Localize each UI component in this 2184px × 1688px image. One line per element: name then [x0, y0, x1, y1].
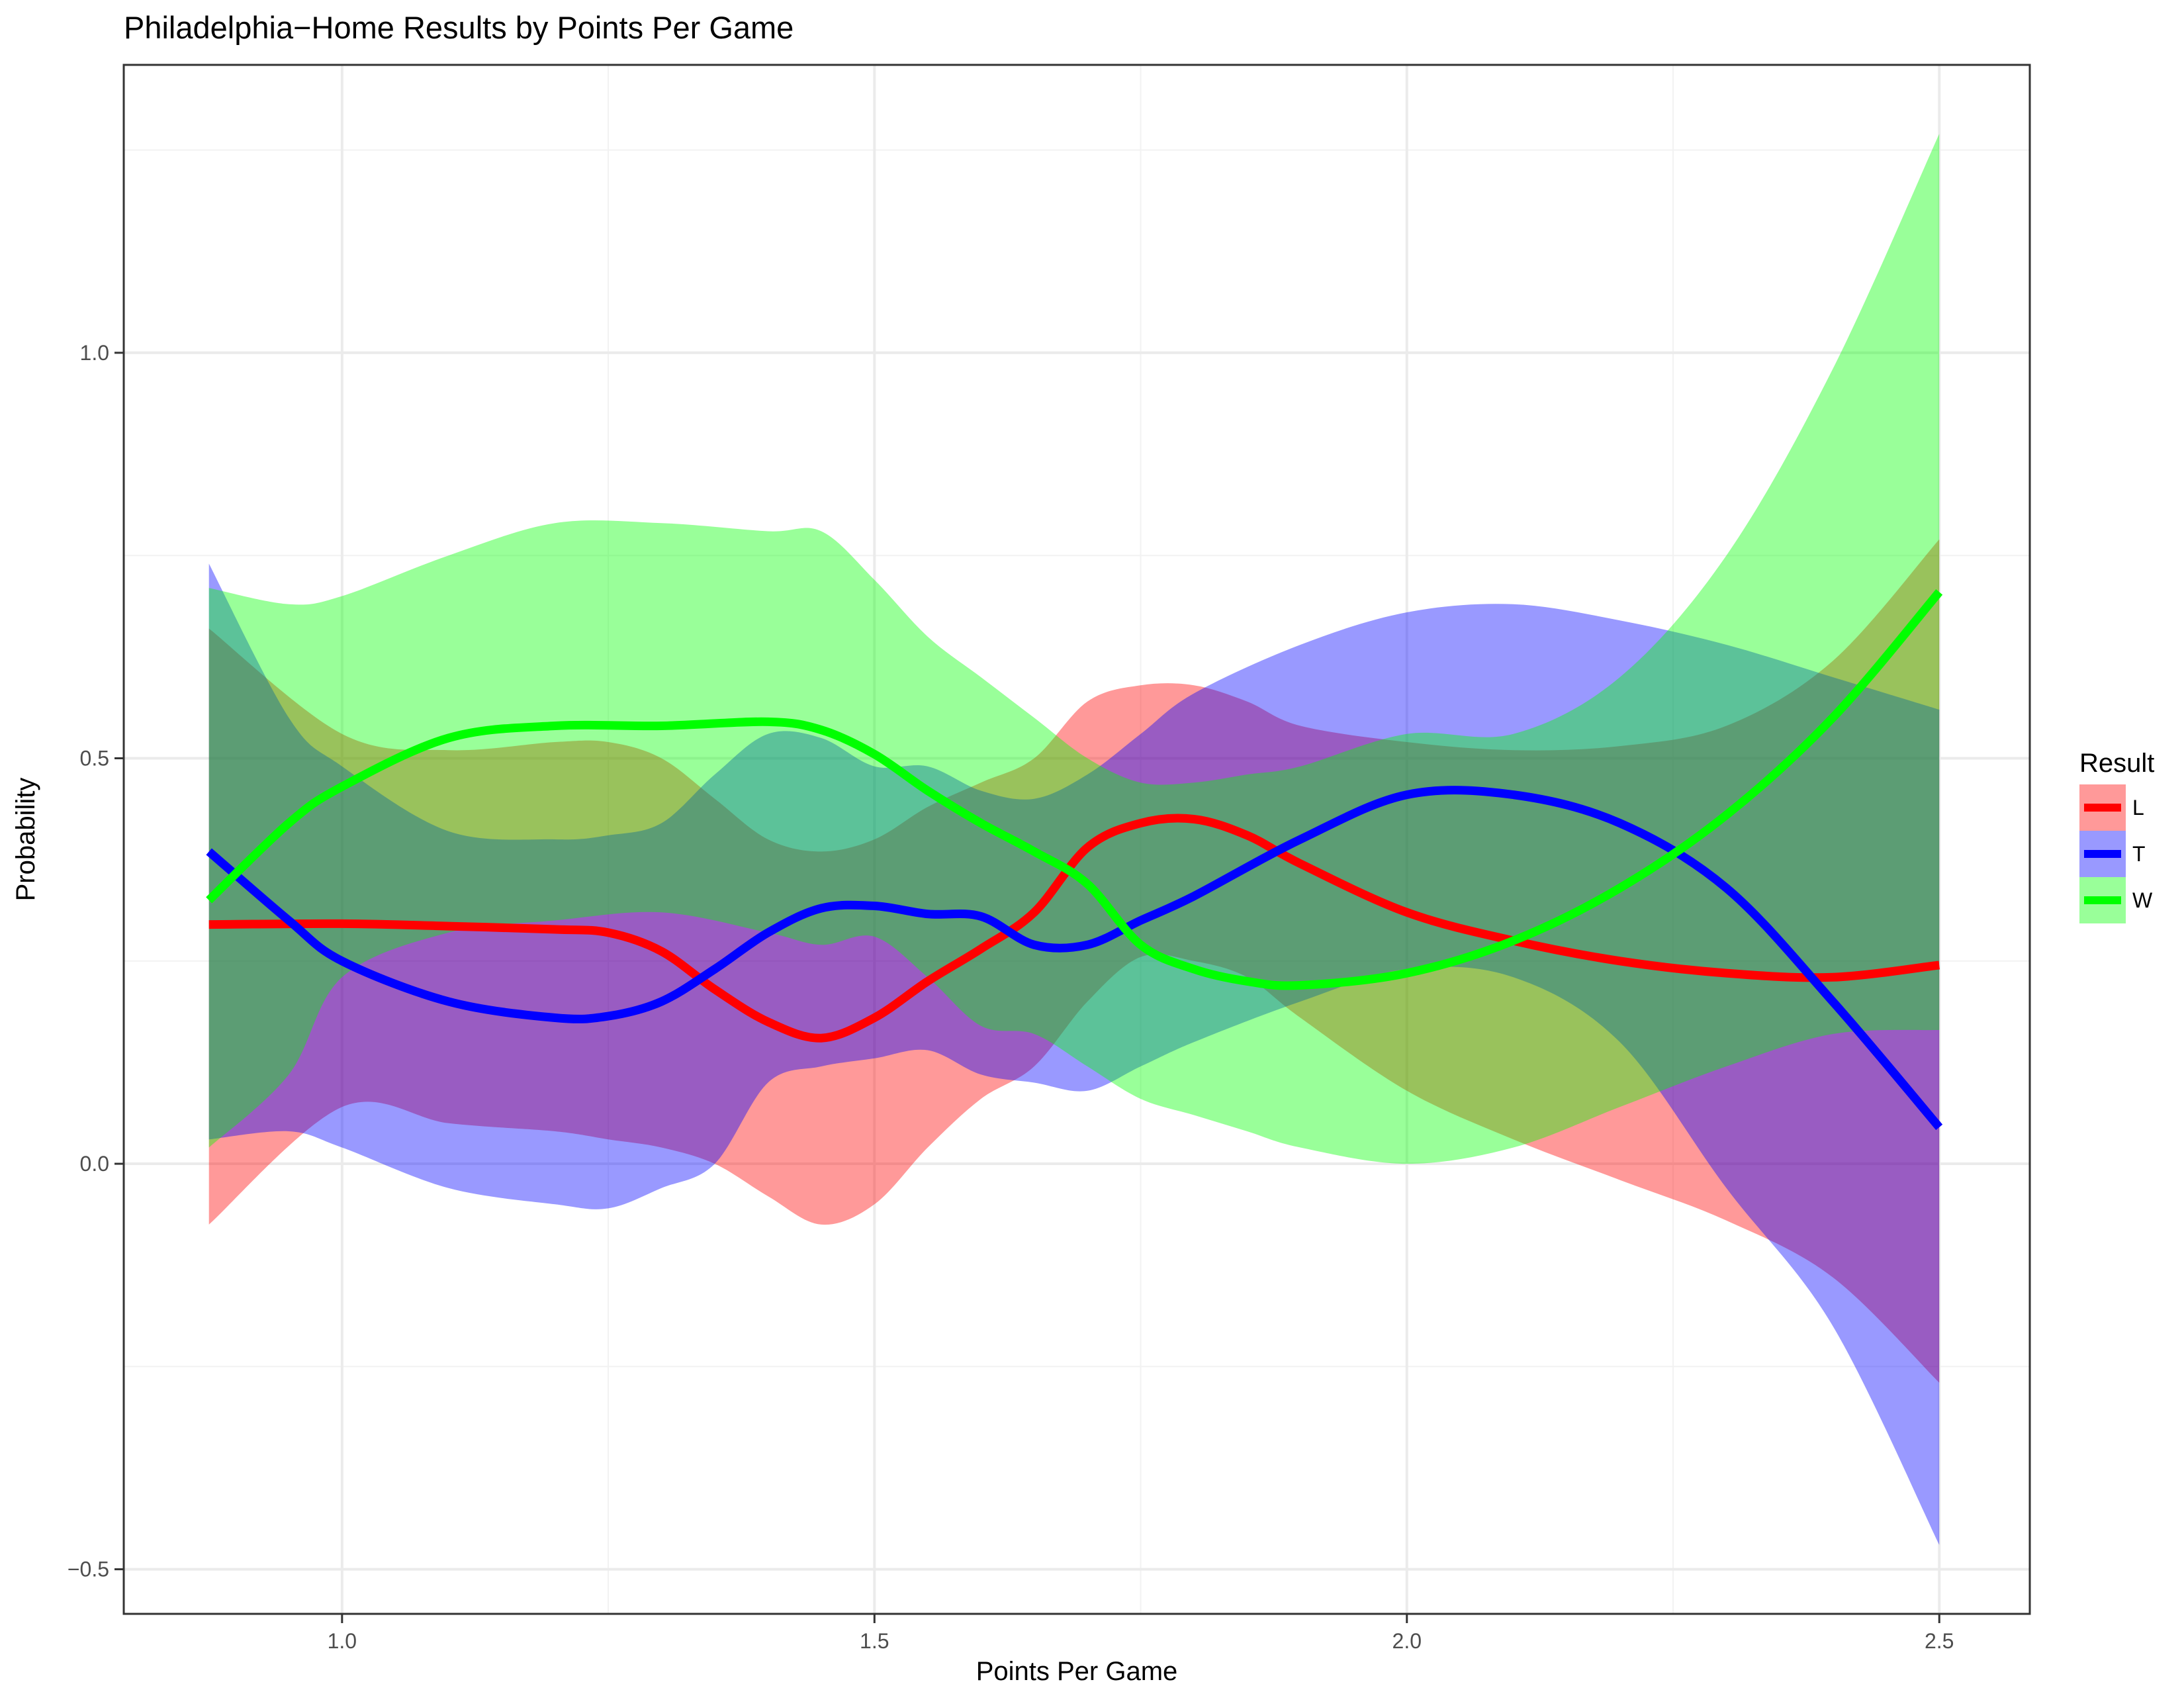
minor-gridlines [124, 65, 2030, 1614]
major-gridlines [124, 65, 2030, 1614]
x-tick-label: 1.0 [328, 1629, 357, 1653]
x-axis-title: Points Per Game [976, 1657, 1178, 1686]
confidence-bands [208, 134, 1940, 1545]
line-l [208, 814, 1940, 1043]
y-tick-label: 1.0 [80, 341, 109, 365]
x-axis: 1.0 1.5 2.0 2.5 [328, 1614, 1954, 1653]
x-tick-label: 2.0 [1392, 1629, 1422, 1653]
y-axis: −0.5 0.0 0.5 1.0 [68, 341, 124, 1581]
x-tick-label: 1.5 [860, 1629, 889, 1653]
legend-label-t: T [2132, 842, 2146, 866]
x-tick-label: 2.5 [1925, 1629, 1954, 1653]
plot-panel [122, 64, 2031, 1615]
y-axis-title: Probability [11, 778, 40, 902]
chart-title: Philadelphia−Home Results by Points Per … [124, 10, 794, 45]
y-tick-label: −0.5 [68, 1558, 109, 1581]
panel-border [122, 64, 2031, 1615]
ribbon-l [208, 539, 1940, 1383]
y-tick-label: 0.5 [80, 746, 109, 770]
legend-items: LTW [2079, 784, 2153, 923]
series-lines [206, 589, 1943, 1131]
legend-label-w: W [2132, 888, 2153, 912]
legend-label-l: L [2132, 796, 2144, 820]
ribbon-t [208, 563, 1940, 1545]
legend-title: Result [2079, 749, 2154, 778]
ribbon-w [208, 134, 1940, 1164]
y-tick-label: 0.0 [80, 1152, 109, 1176]
legend: Result LTW [2079, 749, 2154, 923]
panel-background [124, 65, 2030, 1614]
line-t [206, 786, 1943, 1131]
line-w [206, 589, 1943, 990]
